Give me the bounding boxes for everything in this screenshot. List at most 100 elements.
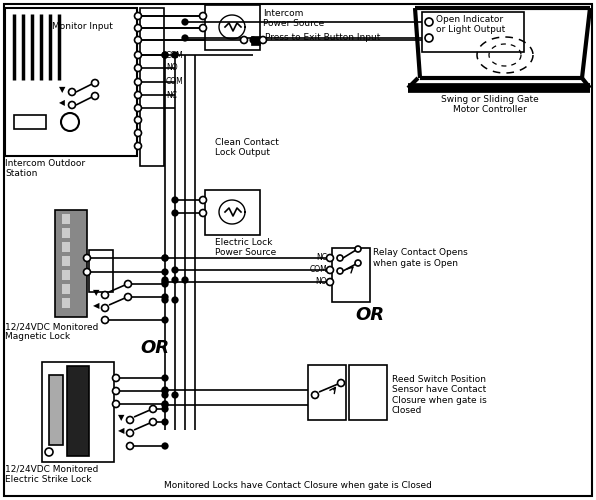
Text: Intercom
Power Source: Intercom Power Source bbox=[263, 9, 324, 29]
Circle shape bbox=[162, 277, 168, 283]
Bar bbox=[140, 8, 164, 166]
Text: Clean Contact
Lock Output: Clean Contact Lock Output bbox=[215, 138, 279, 158]
Text: Electric Lock
Power Source: Electric Lock Power Source bbox=[215, 238, 277, 258]
Bar bbox=[62, 270, 70, 280]
Circle shape bbox=[162, 402, 168, 408]
Circle shape bbox=[101, 292, 108, 298]
Text: NO: NO bbox=[315, 278, 327, 286]
Circle shape bbox=[425, 34, 433, 42]
Text: Relay Contact Opens
when gate is Open: Relay Contact Opens when gate is Open bbox=[373, 248, 468, 268]
Text: 12/24VDC Monitored
Electric Strike Lock: 12/24VDC Monitored Electric Strike Lock bbox=[5, 465, 98, 484]
Circle shape bbox=[425, 18, 433, 26]
Bar bbox=[5, 8, 137, 156]
Bar bbox=[205, 5, 260, 50]
Bar bbox=[14, 115, 46, 129]
Bar bbox=[89, 250, 113, 292]
Bar bbox=[349, 365, 387, 420]
Bar bbox=[251, 36, 260, 45]
Text: ▼: ▼ bbox=[118, 414, 124, 422]
Circle shape bbox=[113, 374, 120, 382]
Circle shape bbox=[250, 37, 256, 43]
Circle shape bbox=[337, 380, 344, 386]
Text: ◀: ◀ bbox=[93, 302, 100, 310]
Circle shape bbox=[327, 278, 334, 285]
Text: ◀: ◀ bbox=[118, 426, 124, 436]
Circle shape bbox=[162, 279, 168, 285]
Circle shape bbox=[135, 104, 141, 112]
Circle shape bbox=[135, 36, 141, 44]
Text: Press to Exit Button Input: Press to Exit Button Input bbox=[265, 32, 380, 42]
Circle shape bbox=[162, 255, 168, 261]
Text: Monitor Input: Monitor Input bbox=[52, 22, 113, 31]
Circle shape bbox=[172, 277, 178, 283]
Circle shape bbox=[135, 24, 141, 32]
Bar bbox=[308, 365, 346, 420]
Bar bbox=[422, 12, 524, 52]
Circle shape bbox=[92, 92, 98, 100]
Circle shape bbox=[172, 267, 178, 273]
Text: 12/24VDC Monitored
Magnetic Lock: 12/24VDC Monitored Magnetic Lock bbox=[5, 322, 98, 342]
Circle shape bbox=[241, 36, 247, 44]
Text: COM: COM bbox=[166, 78, 184, 86]
Text: Open Indicator
or Light Output: Open Indicator or Light Output bbox=[436, 15, 505, 34]
Circle shape bbox=[113, 400, 120, 407]
Circle shape bbox=[182, 35, 188, 41]
Circle shape bbox=[172, 297, 178, 303]
Circle shape bbox=[162, 52, 168, 58]
Circle shape bbox=[101, 316, 108, 324]
Bar bbox=[49, 375, 63, 445]
Circle shape bbox=[83, 268, 91, 276]
Circle shape bbox=[162, 392, 168, 398]
Circle shape bbox=[92, 80, 98, 86]
Circle shape bbox=[312, 392, 318, 398]
Circle shape bbox=[135, 116, 141, 123]
Text: OR: OR bbox=[355, 306, 384, 324]
Circle shape bbox=[182, 277, 188, 283]
Text: ◀: ◀ bbox=[59, 98, 65, 108]
Circle shape bbox=[327, 254, 334, 262]
Circle shape bbox=[101, 304, 108, 312]
Text: ▼: ▼ bbox=[59, 86, 65, 94]
Circle shape bbox=[162, 281, 168, 287]
Bar bbox=[55, 210, 87, 317]
Text: COM: COM bbox=[166, 50, 184, 59]
Circle shape bbox=[135, 52, 141, 59]
Text: NC: NC bbox=[166, 90, 177, 100]
Circle shape bbox=[162, 375, 168, 381]
Circle shape bbox=[162, 443, 168, 449]
Bar bbox=[62, 242, 70, 252]
Circle shape bbox=[45, 448, 53, 456]
Circle shape bbox=[162, 255, 168, 261]
Circle shape bbox=[69, 102, 76, 108]
Circle shape bbox=[200, 210, 206, 216]
Circle shape bbox=[135, 64, 141, 71]
Circle shape bbox=[172, 210, 178, 216]
Circle shape bbox=[126, 416, 134, 424]
Circle shape bbox=[125, 280, 132, 287]
Bar bbox=[62, 214, 70, 224]
Circle shape bbox=[162, 317, 168, 323]
Circle shape bbox=[61, 113, 79, 131]
Text: ▼: ▼ bbox=[93, 288, 100, 298]
Text: Intercom Outdoor
Station: Intercom Outdoor Station bbox=[5, 159, 85, 178]
Circle shape bbox=[126, 430, 134, 436]
Circle shape bbox=[327, 266, 334, 274]
Circle shape bbox=[162, 406, 168, 412]
Bar bbox=[62, 228, 70, 238]
Circle shape bbox=[135, 78, 141, 86]
Circle shape bbox=[337, 255, 343, 261]
Circle shape bbox=[162, 297, 168, 303]
Text: Monitored Locks have Contact Closure when gate is Closed: Monitored Locks have Contact Closure whe… bbox=[164, 482, 432, 490]
Text: Swing or Sliding Gate
Motor Controller: Swing or Sliding Gate Motor Controller bbox=[441, 95, 539, 114]
Circle shape bbox=[125, 294, 132, 300]
Circle shape bbox=[172, 197, 178, 203]
Circle shape bbox=[162, 419, 168, 425]
Circle shape bbox=[355, 246, 361, 252]
Circle shape bbox=[337, 268, 343, 274]
Circle shape bbox=[172, 52, 178, 58]
Circle shape bbox=[200, 24, 206, 32]
Circle shape bbox=[162, 52, 168, 58]
Circle shape bbox=[135, 92, 141, 98]
Circle shape bbox=[200, 196, 206, 203]
Circle shape bbox=[150, 418, 157, 426]
